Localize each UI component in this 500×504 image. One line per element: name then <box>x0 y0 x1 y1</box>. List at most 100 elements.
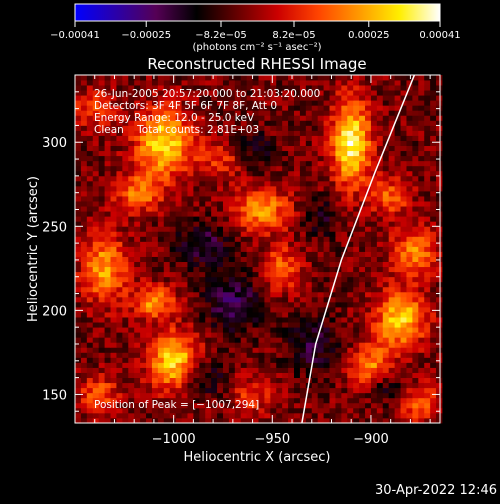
heatmap-cell <box>329 105 336 111</box>
heatmap-cell <box>305 362 313 368</box>
heatmap-cell <box>382 347 390 353</box>
heatmap-cell <box>412 130 419 136</box>
heatmap-cell <box>163 286 171 293</box>
heatmap-cell <box>169 155 177 162</box>
heatmap-cell <box>370 95 378 101</box>
heatmap-cell <box>157 276 165 283</box>
heatmap-cell <box>110 175 117 182</box>
heatmap-cell <box>323 377 330 384</box>
heatmap-cell <box>75 392 82 399</box>
heatmap-cell <box>86 342 94 348</box>
heatmap-cell <box>134 382 141 389</box>
heatmap-cell <box>157 236 165 242</box>
heatmap-cell <box>211 140 218 147</box>
heatmap-cell <box>329 241 336 247</box>
heatmap-cell <box>299 261 307 268</box>
heatmap-cell <box>151 75 159 81</box>
heatmap-cell <box>370 241 378 247</box>
heatmap-cell <box>347 412 354 419</box>
heatmap-cell <box>430 307 437 313</box>
heatmap-cell <box>122 206 129 212</box>
heatmap-cell <box>382 231 390 237</box>
heatmap-cell <box>163 221 171 227</box>
heatmap-cell <box>228 216 236 222</box>
heatmap-cell <box>282 180 289 187</box>
heatmap-cell <box>98 397 105 404</box>
heatmap-cell <box>406 357 413 363</box>
heatmap-cell <box>341 392 348 399</box>
heatmap-cell <box>424 392 431 399</box>
heatmap-cell <box>163 387 171 394</box>
heatmap-cell <box>157 165 165 172</box>
heatmap-cell <box>264 352 271 358</box>
heatmap-cell <box>240 407 248 414</box>
heatmap-cell <box>294 145 301 152</box>
heatmap-cell <box>151 362 159 368</box>
heatmap-cell <box>157 125 165 131</box>
heatmap-cell <box>175 236 182 242</box>
heatmap-cell <box>104 155 111 162</box>
heatmap-cell <box>169 196 177 202</box>
heatmap-cell <box>187 115 194 121</box>
heatmap-cell <box>353 317 360 323</box>
heatmap-cell <box>128 100 135 106</box>
heatmap-cell <box>388 196 396 202</box>
heatmap-cell <box>98 160 105 167</box>
heatmap-cell <box>98 357 105 363</box>
heatmap-cell <box>163 256 171 263</box>
heatmap-cell <box>335 337 342 343</box>
heatmap-cell <box>394 196 401 202</box>
heatmap-cell <box>370 327 378 333</box>
heatmap-cell <box>412 95 419 101</box>
heatmap-cell <box>317 276 324 283</box>
heatmap-cell <box>193 412 200 419</box>
heatmap-cell <box>151 296 159 303</box>
heatmap-cell <box>264 412 271 419</box>
heatmap-cell <box>240 90 248 96</box>
heatmap-cell <box>205 392 212 399</box>
heatmap-cell <box>436 307 443 313</box>
heatmap-cell <box>329 271 336 278</box>
heatmap-cell <box>122 407 129 414</box>
heatmap-cell <box>329 407 336 414</box>
heatmap-cell <box>86 392 94 399</box>
heatmap-cell <box>270 191 277 197</box>
x-tick-label: −950 <box>254 432 290 447</box>
heatmap-cell <box>169 165 177 172</box>
heatmap-cell <box>329 312 336 318</box>
heatmap-cell <box>317 261 324 268</box>
heatmap-cell <box>388 150 396 157</box>
heatmap-cell <box>299 246 307 252</box>
heatmap-cell <box>406 185 413 192</box>
heatmap-cell <box>365 407 372 414</box>
heatmap-cell <box>205 191 212 197</box>
heatmap-cell <box>110 160 117 167</box>
heatmap-cell <box>258 271 265 278</box>
heatmap-cell <box>288 307 295 313</box>
heatmap-cell <box>424 342 431 348</box>
heatmap-cell <box>430 100 437 106</box>
heatmap-cell <box>110 140 117 147</box>
heatmap-cell <box>86 216 94 222</box>
heatmap-cell <box>264 115 271 121</box>
heatmap-cell <box>163 180 171 187</box>
heatmap-cell <box>86 175 94 182</box>
heatmap-cell <box>424 211 431 217</box>
heatmap-cell <box>412 191 419 197</box>
heatmap-cell <box>388 130 396 136</box>
heatmap-cell <box>311 402 319 409</box>
heatmap-cell <box>388 307 396 313</box>
heatmap-cell <box>424 266 431 273</box>
heatmap-cell <box>187 100 194 106</box>
heatmap-cell <box>294 165 301 172</box>
heatmap-cell <box>359 251 366 257</box>
heatmap-cell <box>400 216 407 222</box>
heatmap-cell <box>323 327 330 333</box>
heatmap-cell <box>134 75 141 81</box>
heatmap-cell <box>128 140 135 147</box>
heatmap-cell <box>86 211 94 217</box>
heatmap-cell <box>394 307 401 313</box>
heatmap-cell <box>92 402 100 409</box>
heatmap-cell <box>116 412 123 419</box>
heatmap-cell <box>122 281 129 288</box>
